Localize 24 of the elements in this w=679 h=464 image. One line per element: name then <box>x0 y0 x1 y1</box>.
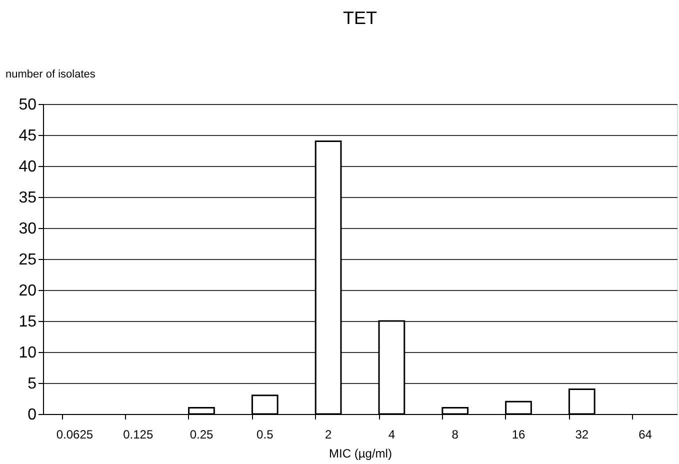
x-tick-label: 0.5 <box>256 428 274 442</box>
y-tick-label: 35 <box>18 190 37 206</box>
x-tick-label: 4 <box>388 428 396 442</box>
x-tick-label: 32 <box>575 428 589 442</box>
y-axis-title: number of isolates <box>6 68 96 80</box>
y-tick-label: 0 <box>28 406 37 424</box>
y-tick-label: 25 <box>18 252 37 268</box>
x-tick-label: 2 <box>324 428 332 442</box>
y-tick-label: 20 <box>18 282 37 300</box>
y-tick-label: 50 <box>18 96 37 114</box>
y-tick-label: 5 <box>28 376 37 392</box>
x-tick-label: 64 <box>638 428 652 442</box>
chart-title: TET <box>343 8 377 28</box>
x-tick-label: 0.25 <box>190 428 214 442</box>
x-tick-label: 16 <box>512 428 526 442</box>
x-tick-label: 8 <box>452 428 459 442</box>
y-tick-label: 45 <box>18 128 37 144</box>
y-tick-label: 10 <box>18 344 37 362</box>
x-axis-title: MIC (µg/ml) <box>329 446 392 460</box>
y-tick-label: 40 <box>18 158 37 176</box>
x-tick-label: 0.0625 <box>56 428 94 442</box>
y-tick-label: 30 <box>18 220 37 238</box>
y-tick-label: 15 <box>18 314 37 330</box>
x-tick-label: 0.125 <box>123 428 154 442</box>
